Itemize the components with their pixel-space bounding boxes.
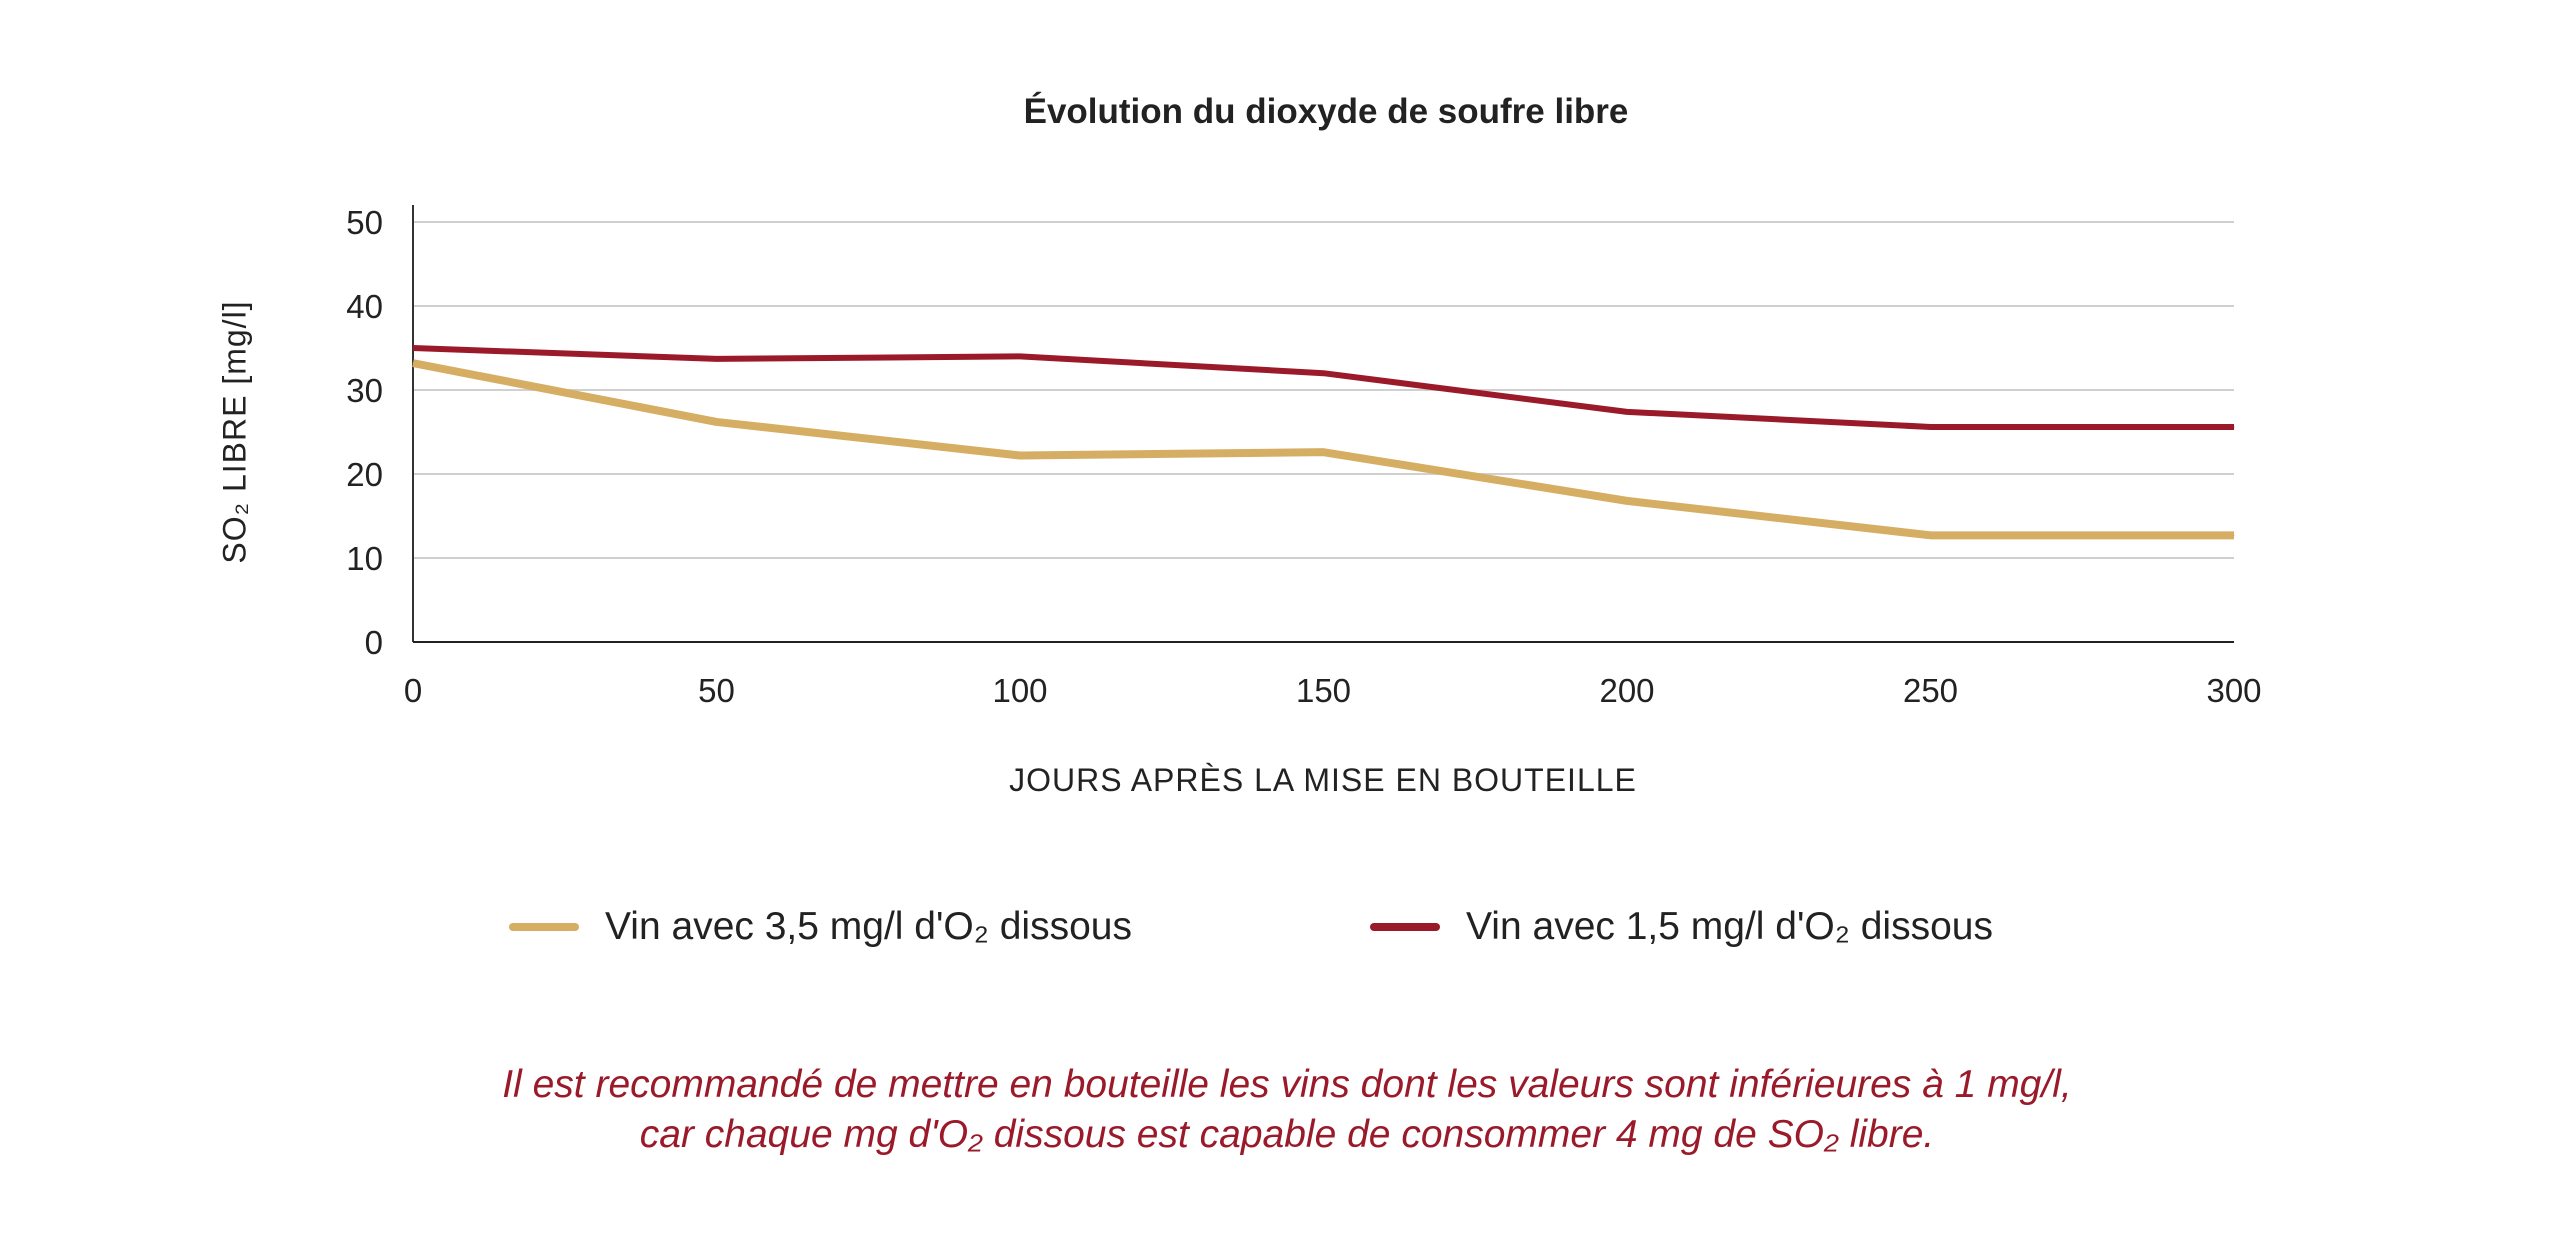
y-tick-label: 0 [365,624,383,661]
data-point [2233,534,2235,536]
legend-swatch [1370,923,1440,931]
data-point [716,421,717,423]
y-tick-label: 30 [346,372,383,409]
x-tick-label: 250 [1903,672,1958,709]
footnote-line-1: Il est recommandé de mettre en bouteille… [502,1063,2072,1106]
footnote-line-2: car chaque mg d'O₂ dissous est capable d… [639,1113,1935,1156]
x-tick-label: 200 [1599,672,1654,709]
x-axis-label: JOURS APRÈS LA MISE EN BOUTEILLE [1009,762,1637,798]
x-tick-label: 0 [404,672,422,709]
legend-item-series-2: Vin avec 1,5 mg/l d'O₂ dissous [1370,905,1993,949]
y-tick-label: 40 [346,288,383,325]
y-tick-label: 20 [346,456,383,493]
legend-swatch [509,923,579,931]
y-tick-label: 50 [346,204,383,241]
y-tick-label: 10 [346,540,383,577]
line-chart: 0 10 20 30 40 50 0 50 100 150 200 250 300 [346,204,2261,709]
x-tick-label: 300 [2206,672,2261,709]
data-point [2233,426,2235,428]
chart-title: Évolution du dioxyde de soufre libre [1023,92,1629,131]
data-point [412,347,414,349]
footnote: Il est recommandé de mettre en bouteille… [0,1060,2560,1160]
data-point [1626,500,1628,502]
x-tick-label: 50 [698,672,735,709]
legend-item-series-1: Vin avec 3,5 mg/l d'O₂ dissous [509,905,1132,949]
data-point [1930,534,1931,536]
data-point [1626,411,1628,413]
data-point [1930,426,1931,428]
data-point [1323,372,1324,374]
legend-label: Vin avec 3,5 mg/l d'O₂ dissous [605,905,1132,948]
data-point [1019,455,1021,457]
x-tick-label: 100 [992,672,1047,709]
data-point [716,358,717,360]
data-point [1019,355,1021,357]
legend-label: Vin avec 1,5 mg/l d'O₂ dissous [1466,905,1993,948]
data-point [412,362,414,364]
series-line-1 [412,359,2234,540]
x-tick-label: 150 [1296,672,1351,709]
data-point [1323,451,1324,453]
